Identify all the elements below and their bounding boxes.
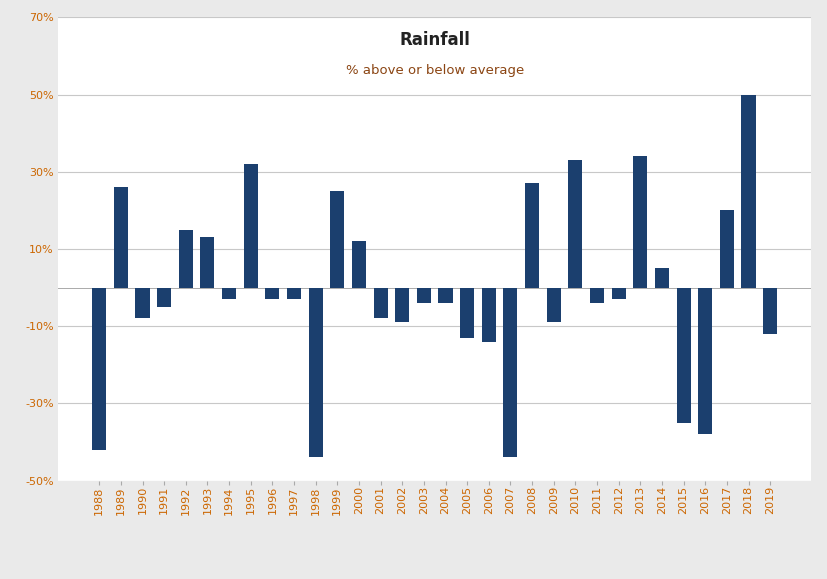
Bar <box>330 191 344 288</box>
Text: % above or below average: % above or below average <box>345 64 523 76</box>
Bar <box>719 210 733 288</box>
Bar <box>200 237 214 288</box>
Bar <box>481 288 495 342</box>
Bar <box>676 288 690 423</box>
Bar <box>157 288 171 307</box>
Bar <box>394 288 409 323</box>
Bar <box>179 230 193 288</box>
Bar <box>611 288 625 299</box>
Bar <box>265 288 279 299</box>
Bar <box>136 288 150 318</box>
Bar <box>92 288 106 450</box>
Bar <box>460 288 474 338</box>
Bar <box>222 288 236 299</box>
Bar <box>697 288 711 434</box>
Bar <box>654 268 668 288</box>
Bar <box>438 288 452 303</box>
Bar <box>741 94 754 288</box>
Bar <box>114 187 127 288</box>
Bar <box>567 160 581 288</box>
Bar <box>546 288 560 323</box>
Bar <box>503 288 517 457</box>
Bar <box>373 288 387 318</box>
Bar <box>308 288 323 457</box>
Bar <box>762 288 777 334</box>
Bar <box>243 164 257 288</box>
Bar <box>590 288 604 303</box>
Bar <box>287 288 301 299</box>
Bar <box>633 156 647 288</box>
Bar <box>524 184 538 288</box>
Bar <box>351 241 366 288</box>
Text: Rainfall: Rainfall <box>399 31 470 49</box>
Bar <box>416 288 430 303</box>
